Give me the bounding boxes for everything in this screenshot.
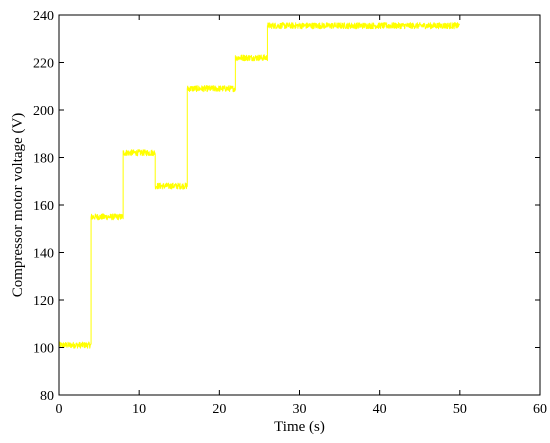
y-tick-label: 160	[33, 199, 54, 214]
x-tick-label: 0	[56, 402, 63, 417]
x-tick-label: 60	[533, 402, 547, 417]
plot-area	[59, 15, 540, 395]
y-tick-label: 100	[33, 342, 54, 357]
y-tick-label: 140	[33, 247, 54, 262]
y-tick-label: 180	[33, 152, 54, 167]
x-tick-label: 30	[293, 402, 307, 417]
y-tick-label: 240	[33, 9, 54, 24]
y-tick-label: 80	[40, 389, 54, 404]
x-tick-label: 40	[373, 402, 387, 417]
x-axis-label: Time (s)	[274, 419, 325, 435]
ticks-layer: 0 10 20 30 40 50 60 80 100 120 140 160 180 200 220 240	[33, 9, 547, 417]
y-tick-label: 120	[33, 294, 54, 309]
x-tick-label: 50	[453, 402, 467, 417]
x-tick-label: 10	[132, 402, 146, 417]
y-axis-label: Compressor motor voltage (V)	[10, 113, 26, 298]
y-tick-label: 220	[33, 57, 54, 72]
series-line-0	[58, 22, 461, 349]
x-tick-label: 20	[212, 402, 226, 417]
y-tick-label: 200	[33, 104, 54, 119]
series-layer	[58, 22, 461, 349]
